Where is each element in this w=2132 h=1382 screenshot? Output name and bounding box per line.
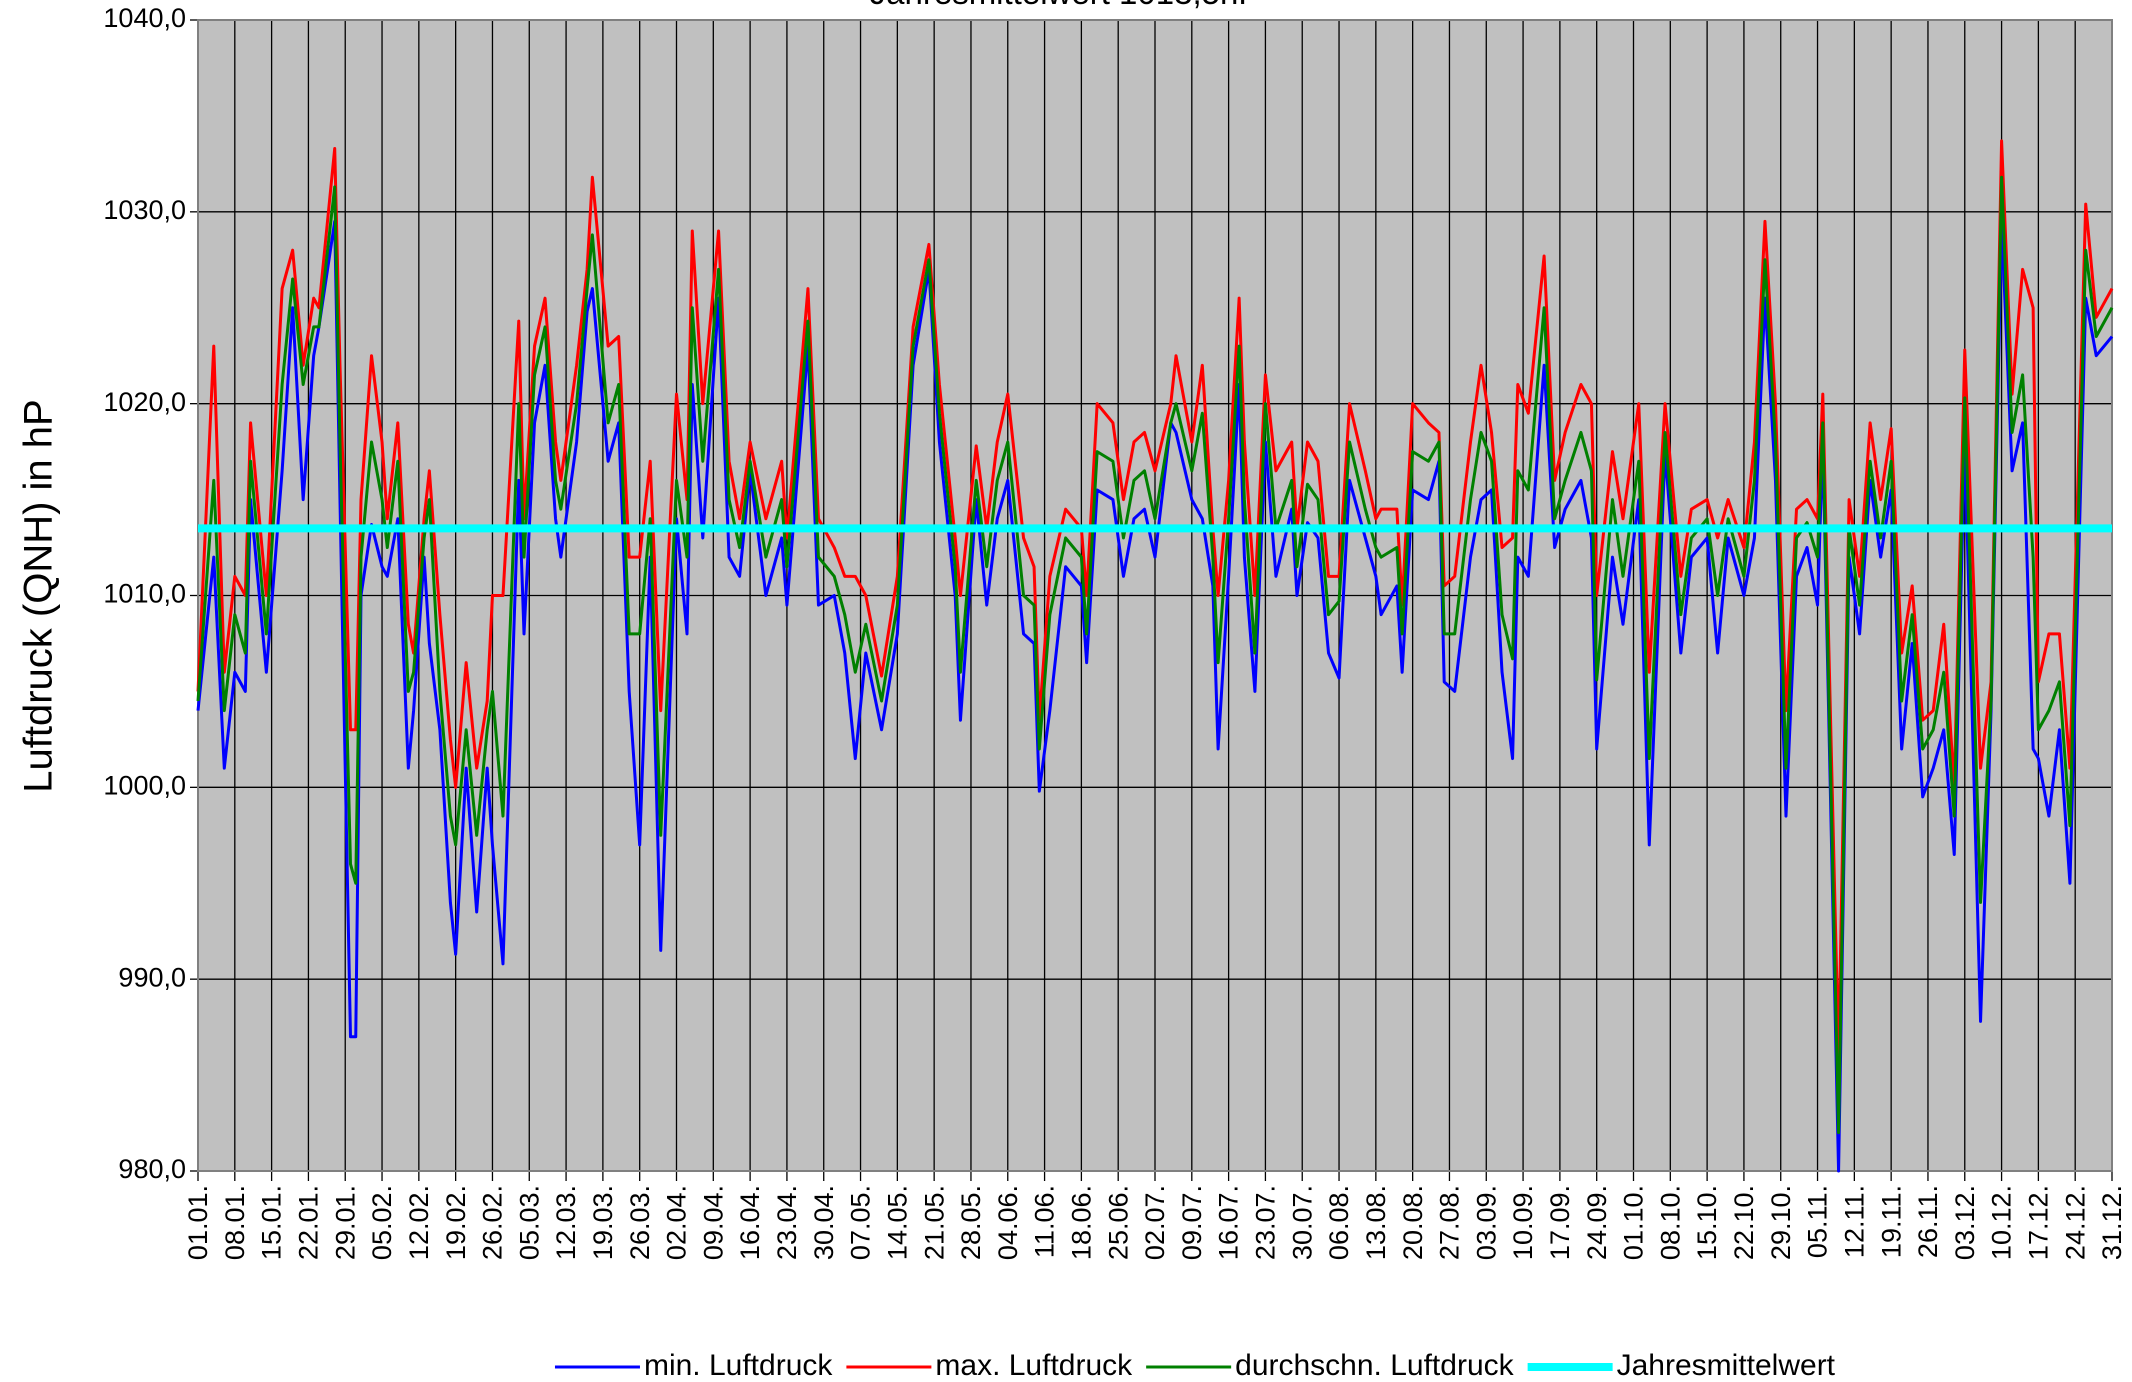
x-tick-label: 16.04. [735, 1185, 765, 1260]
x-tick-label: 10.09. [1508, 1185, 1538, 1260]
x-tick-label: 24.09. [1582, 1185, 1612, 1260]
x-tick-label: 08.10. [1655, 1185, 1685, 1260]
x-tick-label: 22.01. [294, 1185, 324, 1260]
x-tick-label: 17.12. [2024, 1185, 2054, 1260]
x-tick-label: 12.02. [404, 1185, 434, 1260]
y-tick-label: 1010,0 [103, 579, 186, 609]
series-line [196, 219, 2114, 1173]
x-tick-label: 30.04. [809, 1185, 839, 1260]
x-tick-label: 22.10. [1729, 1185, 1759, 1260]
x-tick-label: 24.12. [2060, 1185, 2090, 1260]
x-tick-label: 03.12. [1950, 1185, 1980, 1260]
chart-title: Jahresmittelwert 1013,5hP [870, 0, 1261, 11]
legend-label: max. Luftdruck [935, 1349, 1133, 1382]
x-tick-label: 08.01. [220, 1185, 250, 1260]
x-tick-label: 19.11. [1876, 1185, 1906, 1258]
x-tick-label: 28.05. [956, 1185, 986, 1260]
x-tick-label: 02.07. [1140, 1185, 1170, 1260]
x-tick-label: 17.09. [1545, 1185, 1575, 1260]
x-tick-label: 01.10. [1619, 1185, 1649, 1260]
x-tick-label: 29.01. [330, 1185, 360, 1260]
y-tick-label: 980,0 [118, 1154, 186, 1184]
x-tick-label: 11.06. [1030, 1185, 1060, 1258]
y-tick-label: 990,0 [118, 962, 186, 992]
x-tick-label: 19.03. [588, 1185, 618, 1260]
series-line [196, 175, 2114, 1135]
x-tick-label: 06.08. [1324, 1185, 1354, 1260]
x-tick-label: 09.07. [1177, 1185, 1207, 1260]
x-tick-label: 15.01. [257, 1185, 287, 1260]
x-tick-label: 04.06. [993, 1185, 1023, 1260]
x-tick-label: 23.04. [772, 1185, 802, 1260]
x-tick-label: 05.11. [1803, 1185, 1833, 1258]
y-tick-label: 1030,0 [103, 195, 186, 225]
x-tick-label: 26.03. [625, 1185, 655, 1260]
x-tick-label: 19.02. [441, 1185, 471, 1260]
x-tick-label: 26.11. [1913, 1185, 1943, 1258]
x-tick-label: 12.03. [551, 1185, 581, 1260]
x-tick-label: 10.12. [1987, 1185, 2017, 1260]
y-tick-label: 1000,0 [103, 770, 186, 800]
x-tick-label: 05.02. [367, 1185, 397, 1260]
x-tick-label: 12.11. [1839, 1185, 1869, 1258]
y-tick-label: 1020,0 [103, 387, 186, 417]
x-tick-label: 27.08. [1435, 1185, 1465, 1260]
series-line [196, 139, 2114, 1058]
x-tick-label: 23.07. [1251, 1185, 1281, 1260]
x-tick-label: 18.06. [1067, 1185, 1097, 1260]
x-tick-label: 25.06. [1103, 1185, 1133, 1260]
y-tick-label: 1040,0 [103, 3, 186, 33]
x-tick-label: 05.03. [514, 1185, 544, 1260]
x-tick-label: 14.05. [882, 1185, 912, 1260]
legend-label: min. Luftdruck [644, 1349, 833, 1382]
x-tick-label: 16.07. [1214, 1185, 1244, 1260]
x-tick-label: 13.08. [1361, 1185, 1391, 1260]
y-axis-title: Luftdruck (QNH) in hP [17, 399, 61, 792]
plot-border [197, 19, 2113, 1172]
x-tick-label: 31.12. [2097, 1185, 2127, 1260]
x-tick-label: 09.04. [698, 1185, 728, 1260]
x-tick-label: 01.01. [183, 1185, 213, 1260]
x-tick-label: 15.10. [1692, 1185, 1722, 1260]
x-tick-label: 02.04. [662, 1185, 692, 1260]
x-tick-label: 26.02. [478, 1185, 508, 1260]
x-tick-label: 30.07. [1287, 1185, 1317, 1260]
x-tick-label: 29.10. [1766, 1185, 1796, 1260]
legend-label: Jahresmittelwert [1617, 1349, 1836, 1382]
x-tick-label: 21.05. [919, 1185, 949, 1260]
x-tick-label: 20.08. [1398, 1185, 1428, 1260]
legend-label: durchschn. Luftdruck [1235, 1349, 1514, 1382]
x-tick-label: 07.05. [846, 1185, 876, 1260]
x-tick-label: 03.09. [1471, 1185, 1501, 1260]
